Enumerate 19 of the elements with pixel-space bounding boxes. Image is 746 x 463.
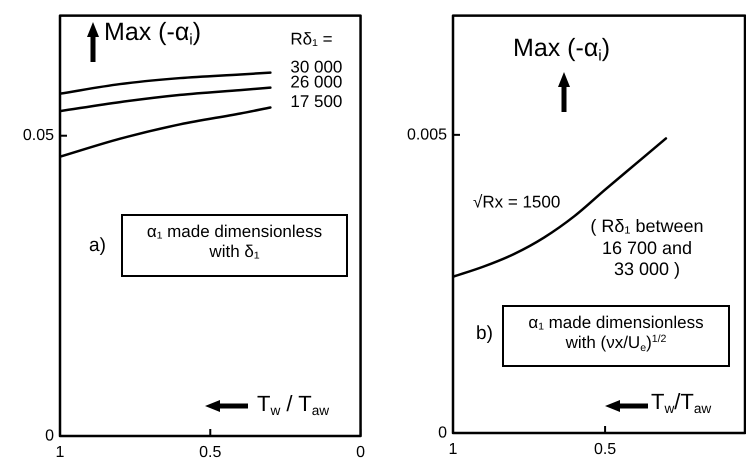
y-tick-label: 0.005 bbox=[406, 126, 448, 144]
x-tick-label: 0.5 bbox=[594, 441, 616, 458]
annotation: a) bbox=[89, 235, 106, 258]
annotation: ( Rδ₁ between 16 700 and 33 000 ) bbox=[589, 216, 705, 281]
x-axis-title: T$_{w}$/T$_{aw}$ bbox=[651, 389, 712, 416]
x-tick-label: 0.5 bbox=[199, 444, 222, 462]
series-label: 17 500 bbox=[290, 92, 342, 112]
annotation: b) bbox=[476, 323, 493, 346]
annotation: α₁ made dimensionless with (νx/U$_{e}$)$^{1/2}$ bbox=[502, 305, 730, 367]
x-axis-title: T$_{w}$ / T$_{aw}$ bbox=[257, 391, 330, 418]
legend-title: Rδ₁ = bbox=[290, 29, 333, 48]
annotation: α₁ made dimensionless with δ₁ bbox=[121, 214, 348, 277]
series-label: √Rx = 1500 bbox=[473, 192, 560, 212]
x-tick-label: 1 bbox=[448, 441, 458, 458]
y-tick-label: 0.05 bbox=[22, 127, 54, 144]
x-tick-label: 1 bbox=[56, 444, 65, 462]
y-axis-title: Max (-α$_{i}$) bbox=[104, 17, 202, 49]
y-axis-title: Max (-α$_{i}$) bbox=[513, 33, 610, 65]
x-tick-label: 0 bbox=[356, 444, 366, 462]
